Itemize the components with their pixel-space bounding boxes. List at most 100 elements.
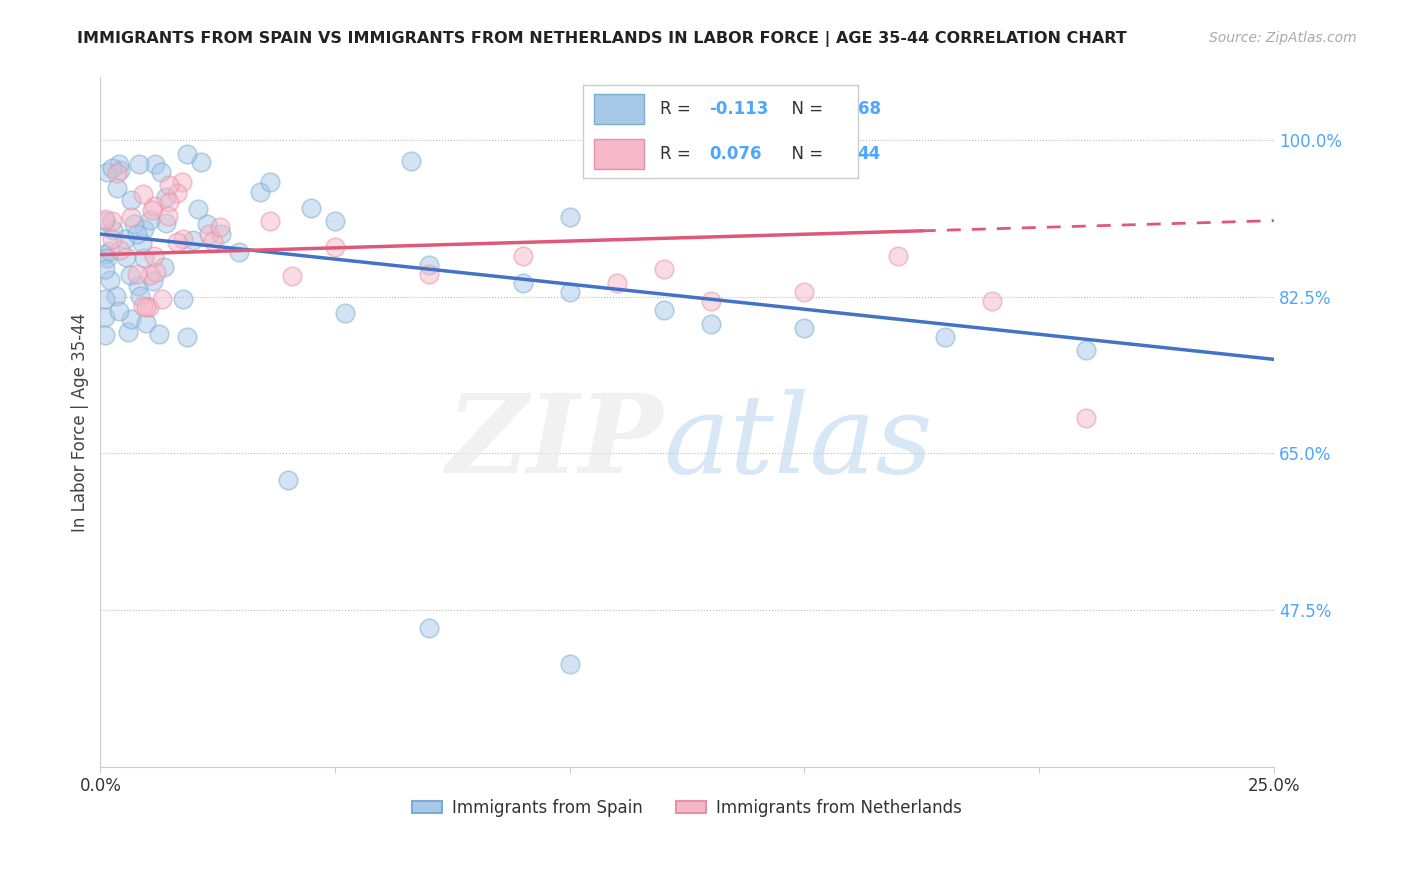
Point bbox=[418, 621, 440, 635]
Point bbox=[149, 165, 172, 179]
Text: Source: ZipAtlas.com: Source: ZipAtlas.com bbox=[1209, 31, 1357, 45]
Point bbox=[399, 154, 422, 169]
Point bbox=[138, 301, 160, 315]
Point bbox=[1076, 410, 1098, 425]
Point bbox=[981, 294, 1004, 309]
Point bbox=[131, 236, 153, 251]
Point bbox=[94, 246, 117, 260]
Text: ZIP: ZIP bbox=[447, 389, 664, 497]
Point bbox=[699, 294, 721, 309]
Point bbox=[94, 214, 117, 228]
Point bbox=[100, 214, 122, 228]
Point bbox=[187, 202, 209, 217]
Point bbox=[512, 277, 534, 291]
Point bbox=[558, 657, 581, 671]
Point bbox=[94, 327, 117, 342]
Text: atlas: atlas bbox=[664, 389, 934, 497]
Point bbox=[259, 175, 281, 189]
Point bbox=[145, 265, 167, 279]
Point bbox=[96, 164, 118, 178]
Point bbox=[157, 209, 180, 223]
Point bbox=[115, 250, 138, 264]
Point bbox=[793, 285, 815, 300]
Point bbox=[134, 222, 156, 236]
Point bbox=[934, 330, 956, 344]
Point bbox=[181, 233, 204, 247]
Point bbox=[606, 277, 628, 291]
Point bbox=[166, 235, 188, 249]
Point bbox=[96, 251, 118, 265]
Point bbox=[887, 249, 910, 263]
Point bbox=[143, 249, 166, 263]
Point bbox=[105, 181, 128, 195]
Point bbox=[139, 213, 162, 227]
Point bbox=[418, 268, 440, 282]
Point bbox=[135, 317, 157, 331]
Text: -0.113: -0.113 bbox=[710, 100, 769, 118]
Point bbox=[107, 303, 129, 318]
Text: N =: N = bbox=[780, 100, 828, 118]
Point bbox=[143, 157, 166, 171]
Point bbox=[114, 232, 136, 246]
Y-axis label: In Labor Force | Age 35-44: In Labor Force | Age 35-44 bbox=[72, 312, 89, 532]
Point bbox=[108, 243, 131, 257]
Point bbox=[101, 232, 124, 246]
Point bbox=[110, 163, 132, 178]
Point bbox=[166, 186, 188, 200]
Point bbox=[202, 234, 225, 248]
Point bbox=[98, 273, 121, 287]
Point bbox=[699, 317, 721, 331]
Point bbox=[323, 240, 346, 254]
Point bbox=[122, 218, 145, 232]
Point bbox=[259, 214, 281, 228]
Point bbox=[277, 473, 299, 487]
Point bbox=[127, 279, 149, 293]
Point bbox=[652, 261, 675, 276]
Point bbox=[281, 269, 304, 284]
Text: R =: R = bbox=[661, 100, 696, 118]
Point bbox=[148, 327, 170, 342]
Point bbox=[101, 161, 124, 175]
Point bbox=[125, 227, 148, 242]
Point bbox=[209, 227, 232, 241]
Point bbox=[153, 260, 176, 275]
Point bbox=[418, 259, 440, 273]
Text: 0.076: 0.076 bbox=[710, 145, 762, 163]
Legend: Immigrants from Spain, Immigrants from Netherlands: Immigrants from Spain, Immigrants from N… bbox=[405, 792, 969, 823]
Point bbox=[558, 285, 581, 300]
Point bbox=[1076, 343, 1098, 358]
Text: 44: 44 bbox=[858, 145, 882, 163]
Point bbox=[652, 303, 675, 318]
Text: N =: N = bbox=[780, 145, 828, 163]
Point bbox=[132, 299, 155, 313]
Point bbox=[104, 288, 127, 302]
Point bbox=[128, 157, 150, 171]
Point bbox=[793, 321, 815, 335]
Point bbox=[98, 244, 121, 258]
Point bbox=[176, 147, 198, 161]
Point bbox=[142, 275, 165, 289]
Text: R =: R = bbox=[661, 145, 696, 163]
Point bbox=[299, 202, 322, 216]
Point bbox=[135, 301, 157, 315]
Point bbox=[94, 261, 117, 276]
Point bbox=[172, 292, 194, 306]
Point bbox=[120, 311, 142, 326]
Point bbox=[94, 212, 117, 227]
Point bbox=[155, 190, 177, 204]
Point bbox=[198, 227, 221, 241]
Point bbox=[94, 310, 117, 324]
Point bbox=[128, 288, 150, 302]
Point bbox=[172, 232, 194, 246]
Point bbox=[127, 267, 149, 281]
Point bbox=[117, 326, 139, 340]
Point bbox=[120, 193, 142, 207]
Point bbox=[558, 211, 581, 225]
Point bbox=[512, 249, 534, 263]
Point bbox=[141, 202, 163, 217]
FancyBboxPatch shape bbox=[595, 139, 644, 169]
Point bbox=[335, 306, 357, 320]
Point bbox=[228, 245, 250, 260]
Point bbox=[143, 199, 166, 213]
Point bbox=[150, 292, 173, 306]
